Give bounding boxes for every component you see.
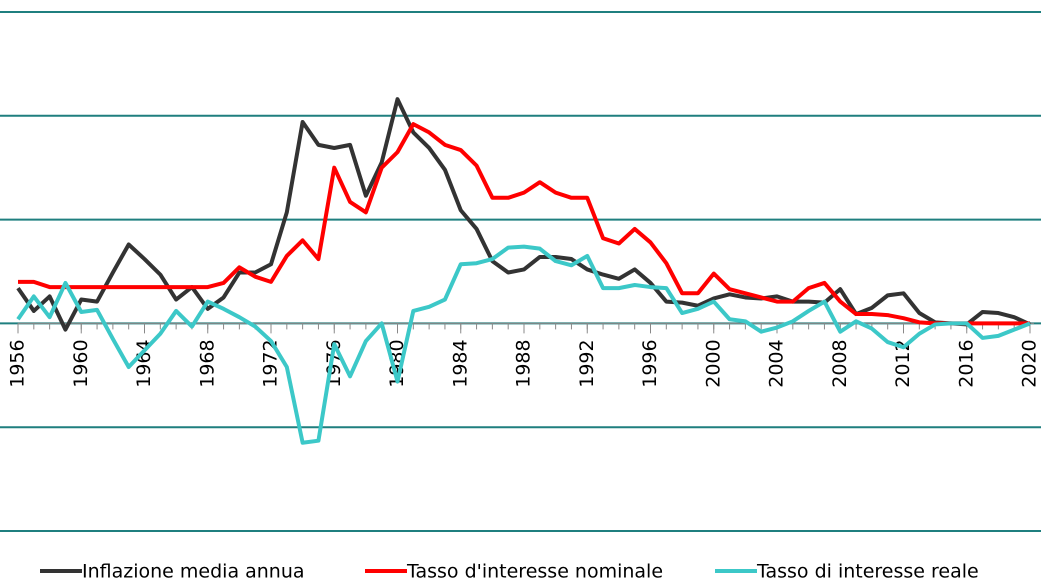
x-tick-label: 2020 — [1019, 339, 1041, 387]
x-tick-label: 1956 — [7, 339, 29, 387]
x-tick-label: 2012 — [892, 339, 914, 387]
x-tick-label: 1988 — [513, 339, 535, 387]
x-tick-label: 1984 — [449, 339, 471, 387]
x-tick-label: 1964 — [133, 339, 155, 387]
x-tick-label: 1960 — [70, 339, 92, 387]
legend-label: Inflazione media annua — [82, 561, 305, 583]
x-tick-label: 2000 — [702, 339, 724, 387]
x-tick-label: 2016 — [955, 339, 977, 387]
x-tick-label: 2004 — [766, 339, 788, 387]
x-tick-label: 2008 — [829, 339, 851, 387]
x-tick-label: 1996 — [639, 339, 661, 387]
series-line — [16, 97, 1031, 332]
legend-label: Tasso di interesse reale — [756, 561, 979, 583]
series-line — [16, 244, 1031, 445]
x-tick-label: 1968 — [196, 339, 218, 387]
legend-label: Tasso d'interesse nominale — [406, 561, 663, 583]
x-tick-label: 1972 — [260, 339, 282, 387]
series-line — [18, 122, 1030, 326]
x-tick-label: 1992 — [576, 339, 598, 387]
